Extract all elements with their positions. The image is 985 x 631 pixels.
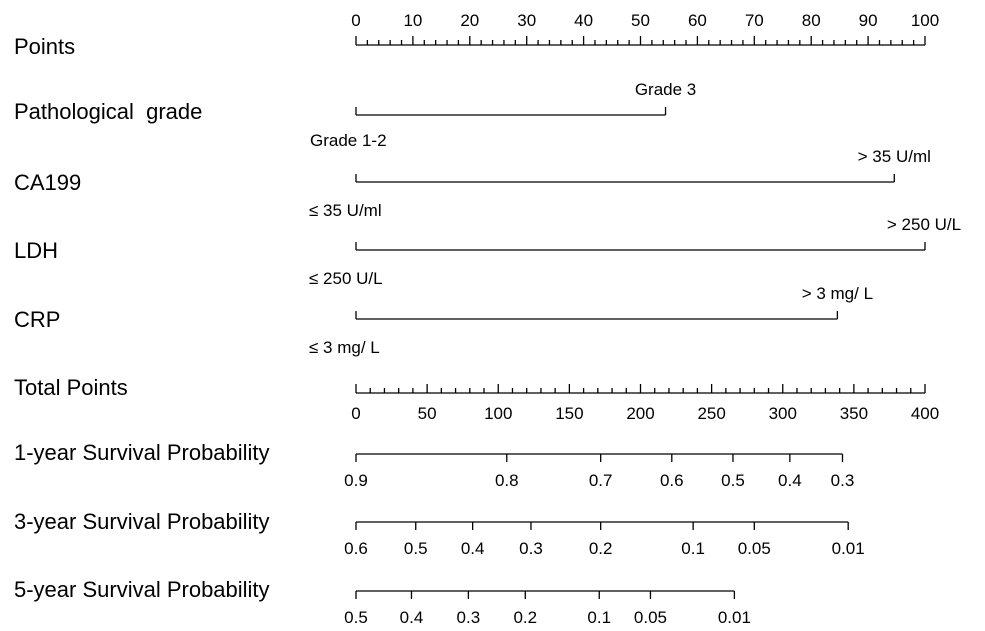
survival-tick-label: 0.1 xyxy=(681,539,705,558)
predictor-level-label: ≤ 35 U/ml xyxy=(309,201,382,220)
predictor-level-label: > 35 U/ml xyxy=(858,147,931,166)
survival-tick-label: 0.3 xyxy=(519,539,543,558)
predictor-label-pathological-grade: Pathological grade xyxy=(14,99,202,124)
total-points-tick-label: 100 xyxy=(484,404,512,423)
predictor-level-label: Grade 1-2 xyxy=(310,131,387,150)
points-tick-label: 50 xyxy=(631,11,650,30)
survival-1-year-label: 1-year Survival Probability xyxy=(14,440,270,465)
survival-tick-label: 0.01 xyxy=(832,539,865,558)
survival-tick-label: 0.4 xyxy=(400,608,424,627)
points-tick-label: 10 xyxy=(403,11,422,30)
total-points-tick-label: 350 xyxy=(840,404,868,423)
predictor-level-label: ≤ 250 U/L xyxy=(309,269,383,288)
points-tick-label: 70 xyxy=(745,11,764,30)
survival-tick-label: 0.4 xyxy=(778,471,802,490)
total-points-tick-label: 0 xyxy=(351,404,360,423)
survival-3-year-label: 3-year Survival Probability xyxy=(14,509,270,534)
survival-tick-label: 0.2 xyxy=(513,608,537,627)
points-tick-label: 40 xyxy=(574,11,593,30)
survival-tick-label: 0.5 xyxy=(404,539,428,558)
predictor-level-label: > 250 U/L xyxy=(887,215,961,234)
survival-tick-label: 0.6 xyxy=(344,539,368,558)
predictor-label-ca199: CA199 xyxy=(14,170,81,195)
survival-tick-label: 0.6 xyxy=(660,471,684,490)
survival-tick-label: 0.3 xyxy=(831,471,855,490)
total-points-tick-label: 250 xyxy=(697,404,725,423)
survival-tick-label: 0.1 xyxy=(587,608,611,627)
predictor-level-label: ≤ 3 mg/ L xyxy=(309,338,380,357)
survival-tick-label: 0.5 xyxy=(344,608,368,627)
survival-tick-label: 0.05 xyxy=(738,539,771,558)
survival-tick-label: 0.5 xyxy=(721,471,745,490)
survival-5-year-label: 5-year Survival Probability xyxy=(14,577,270,602)
points-tick-label: 60 xyxy=(688,11,707,30)
total-points-tick-label: 400 xyxy=(911,404,939,423)
points-tick-label: 90 xyxy=(859,11,878,30)
predictor-level-label: > 3 mg/ L xyxy=(802,284,873,303)
survival-tick-label: 0.4 xyxy=(461,539,485,558)
points-axis-label: Points xyxy=(14,34,75,59)
points-tick-label: 20 xyxy=(460,11,479,30)
survival-tick-label: 0.8 xyxy=(495,471,519,490)
points-tick-label: 80 xyxy=(802,11,821,30)
survival-tick-label: 0.01 xyxy=(718,608,751,627)
nomogram-marks: 0 10 20 30 40 50 60 70 80 90 100 Grade 1-2 Grade 3 ≤ … xyxy=(309,11,961,627)
survival-tick-label: 0.2 xyxy=(589,539,613,558)
total-points-tick-label: 50 xyxy=(418,404,437,423)
points-tick-label: 30 xyxy=(517,11,536,30)
predictor-level-label: Grade 3 xyxy=(635,80,696,99)
survival-tick-label: 0.05 xyxy=(634,608,667,627)
total-points-tick-label: 200 xyxy=(626,404,654,423)
total-points-axis-label: Total Points xyxy=(14,375,128,400)
survival-tick-label: 0.3 xyxy=(457,608,481,627)
survival-tick-label: 0.7 xyxy=(589,471,613,490)
predictor-label-ldh: LDH xyxy=(14,238,58,263)
total-points-tick-label: 300 xyxy=(769,404,797,423)
predictor-label-crp: CRP xyxy=(14,307,60,332)
points-tick-label: 0 xyxy=(351,11,360,30)
total-points-tick-label: 150 xyxy=(555,404,583,423)
points-tick-label: 100 xyxy=(911,11,939,30)
survival-tick-label: 0.9 xyxy=(344,471,368,490)
